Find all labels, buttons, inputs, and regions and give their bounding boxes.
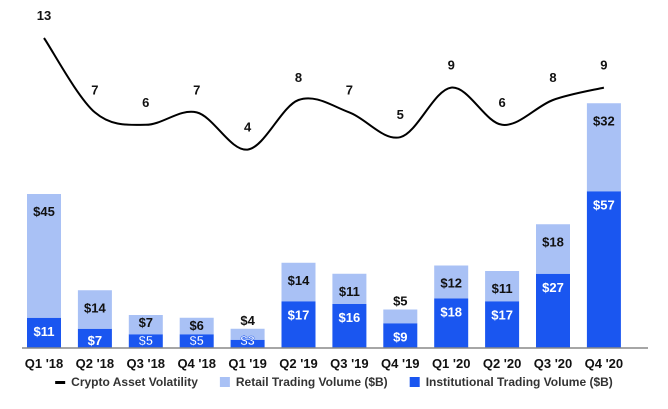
bar-retail — [383, 309, 418, 324]
legend-label: Institutional Trading Volume ($B) — [426, 375, 613, 389]
x-tick-label: Q1 '18 — [25, 356, 64, 371]
bar-institutional — [383, 323, 418, 348]
bar-retail — [27, 194, 61, 318]
data-label-volatility: 6 — [142, 95, 149, 110]
bar-institutional — [586, 191, 621, 348]
bar-institutional — [485, 301, 520, 348]
bar-institutional — [434, 298, 469, 348]
x-tick-label: Q4 '20 — [585, 356, 624, 371]
data-label-institutional: $9 — [393, 329, 407, 344]
bar-retail — [332, 273, 367, 304]
x-tick-label: Q1 '20 — [432, 356, 471, 371]
bar-retail — [485, 271, 520, 302]
bar-institutional — [27, 317, 61, 348]
data-label-institutional: $5 — [139, 333, 153, 348]
x-tick-label: Q2 '19 — [279, 356, 318, 371]
legend-swatch-institutional — [409, 377, 420, 387]
data-label-retail: $11 — [339, 284, 360, 299]
bar-institutional — [179, 334, 214, 348]
data-label-volatility: 7 — [91, 82, 98, 97]
x-tick-label: Q2 '18 — [76, 356, 115, 371]
data-label-retail: $14 — [288, 273, 310, 288]
data-label-retail: $11 — [492, 281, 513, 296]
data-label-retail: $4 — [240, 313, 255, 328]
data-label-volatility: 7 — [346, 82, 353, 97]
data-label-institutional: $27 — [542, 280, 564, 295]
data-label-volatility: 9 — [600, 58, 607, 73]
bar-retail — [77, 290, 112, 329]
data-label-volatility: 4 — [244, 120, 252, 135]
data-label-volatility: 5 — [397, 107, 404, 122]
data-label-institutional: $18 — [440, 305, 462, 320]
data-label-institutional: $11 — [34, 324, 55, 339]
data-label-institutional: $16 — [339, 310, 361, 325]
bar-institutional — [230, 339, 265, 348]
data-label-institutional: $5 — [189, 333, 203, 348]
data-label-retail: $6 — [189, 318, 203, 333]
bar-institutional — [128, 334, 163, 348]
data-label-retail: $12 — [440, 276, 462, 291]
x-tick-label: Q2 '20 — [483, 356, 522, 371]
data-label-volatility: 9 — [448, 58, 455, 73]
x-tick-label: Q3 '20 — [534, 356, 573, 371]
data-label-volatility: 6 — [498, 95, 505, 110]
legend-swatch-retail — [219, 377, 230, 387]
legend-label: Retail Trading Volume ($B) — [236, 375, 388, 389]
data-label-retail: $45 — [33, 204, 55, 219]
data-label-retail: $32 — [593, 113, 615, 128]
volatility-line — [43, 37, 605, 151]
bar-retail — [536, 224, 570, 274]
bar-retail — [586, 103, 621, 192]
bar-retail — [230, 328, 265, 340]
bar-retail — [434, 265, 469, 299]
bar-institutional — [77, 328, 112, 348]
bar-retail — [179, 317, 214, 335]
x-tick-label: Q4 '19 — [381, 356, 420, 371]
data-label-volatility: 7 — [193, 82, 200, 97]
legend-line-icon — [55, 381, 66, 384]
legend-label: Crypto Asset Volatility — [71, 375, 198, 389]
data-label-volatility: 8 — [295, 70, 302, 85]
bar-institutional — [332, 304, 367, 348]
data-label-retail: $7 — [139, 315, 153, 330]
bar-retail — [281, 262, 316, 302]
x-tick-label: Q3 '18 — [127, 356, 166, 371]
x-tick-label: Q3 '19 — [330, 356, 369, 371]
data-label-retail: $14 — [84, 300, 106, 315]
data-label-institutional: $57 — [593, 197, 615, 212]
data-label-institutional: $7 — [88, 333, 102, 348]
data-label-retail: $18 — [542, 234, 564, 249]
bar-institutional — [281, 301, 316, 348]
data-label-institutional: $17 — [491, 307, 513, 322]
data-label-retail: $5 — [393, 294, 407, 309]
data-label-volatility: 13 — [37, 8, 51, 23]
x-tick-label: Q4 '18 — [177, 356, 216, 371]
x-tick-label: Q1 '19 — [228, 356, 267, 371]
data-label-institutional: $3 — [240, 333, 254, 348]
data-label-volatility: 8 — [549, 70, 556, 85]
bar-retail — [128, 315, 163, 335]
bar-institutional — [536, 273, 570, 348]
data-label-institutional: $17 — [288, 307, 310, 322]
